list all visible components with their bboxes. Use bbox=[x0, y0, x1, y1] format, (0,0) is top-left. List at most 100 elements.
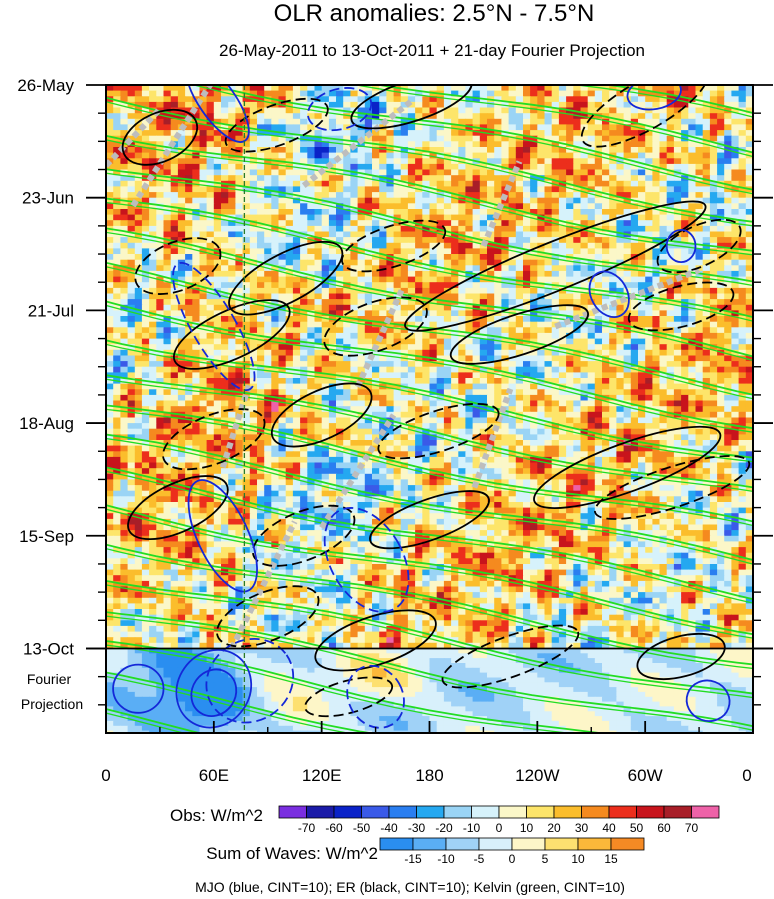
heatmap-cell bbox=[422, 242, 431, 249]
heatmap-cell bbox=[379, 378, 387, 385]
heatmap-cell bbox=[709, 147, 718, 154]
heatmap-cell bbox=[314, 304, 323, 311]
heatmap-cell bbox=[537, 141, 546, 148]
heatmap-cell bbox=[127, 248, 136, 255]
heatmap-cell bbox=[422, 96, 431, 103]
heatmap-cell bbox=[407, 394, 416, 402]
heatmap-cell bbox=[630, 389, 639, 396]
heatmap-cell bbox=[249, 214, 258, 221]
heatmap-cell bbox=[558, 231, 567, 238]
heatmap-cell bbox=[328, 225, 337, 233]
heatmap-cell bbox=[415, 394, 423, 402]
heatmap-cell bbox=[566, 130, 574, 137]
heatmap-cell bbox=[458, 248, 467, 255]
heatmap-cell bbox=[422, 113, 431, 120]
heatmap-cell bbox=[113, 242, 121, 249]
heatmap-cell bbox=[731, 299, 740, 306]
heatmap-cell bbox=[558, 203, 567, 210]
heatmap-cell bbox=[336, 355, 344, 362]
heatmap-cell bbox=[594, 254, 603, 261]
heatmap-cell bbox=[185, 107, 193, 114]
heatmap-cell bbox=[249, 135, 258, 142]
heatmap-cell bbox=[443, 107, 452, 114]
heatmap-cell bbox=[235, 366, 244, 373]
heatmap-cell bbox=[515, 209, 524, 216]
heatmap-cell bbox=[724, 332, 732, 340]
heatmap-cell bbox=[314, 259, 323, 266]
heatmap-cell bbox=[379, 214, 387, 221]
heatmap-cell bbox=[443, 192, 452, 199]
heatmap-cell bbox=[400, 152, 409, 159]
heatmap-cell bbox=[163, 175, 172, 182]
heatmap-cell bbox=[206, 338, 215, 345]
heatmap-cell bbox=[120, 299, 129, 306]
heatmap-cell bbox=[213, 316, 222, 323]
heatmap-cell bbox=[192, 192, 201, 199]
heatmap-cell bbox=[350, 372, 359, 379]
heatmap-cell bbox=[400, 192, 409, 199]
heatmap-cell bbox=[724, 141, 732, 148]
heatmap-cell bbox=[709, 231, 718, 238]
heatmap-cell bbox=[350, 163, 359, 171]
heatmap-cell bbox=[407, 344, 416, 351]
heatmap-cell bbox=[206, 349, 215, 356]
heatmap-cell bbox=[623, 270, 632, 278]
heatmap-cell bbox=[745, 237, 753, 244]
heatmap-cell bbox=[285, 85, 294, 92]
heatmap-cell bbox=[141, 299, 150, 306]
heatmap-cell bbox=[472, 304, 481, 311]
heatmap-cell bbox=[415, 90, 423, 97]
heatmap-cell bbox=[264, 248, 272, 255]
heatmap-cell bbox=[537, 225, 546, 233]
heatmap-cell bbox=[127, 287, 136, 295]
heatmap-cell bbox=[163, 192, 172, 199]
heatmap-cell bbox=[638, 197, 646, 204]
heatmap-cell bbox=[429, 135, 438, 142]
heatmap-cell bbox=[336, 96, 344, 103]
heatmap-cell bbox=[745, 372, 753, 379]
heatmap-cell bbox=[357, 203, 366, 210]
heatmap-cell bbox=[508, 85, 517, 92]
heatmap-cell bbox=[472, 389, 481, 396]
heatmap-cell bbox=[300, 175, 308, 182]
heatmap-cell bbox=[724, 287, 732, 295]
heatmap-cell bbox=[300, 344, 308, 351]
heatmap-cell bbox=[673, 101, 682, 109]
heatmap-cell bbox=[328, 231, 337, 238]
heatmap-cell bbox=[264, 203, 272, 210]
heatmap-cell bbox=[616, 310, 625, 317]
heatmap-cell bbox=[170, 310, 179, 317]
heatmap-cell bbox=[314, 203, 323, 210]
heatmap-cell bbox=[300, 299, 308, 306]
heatmap-cell bbox=[134, 237, 143, 244]
heatmap-cell bbox=[149, 299, 157, 306]
heatmap-cell bbox=[242, 107, 251, 114]
heatmap-cell bbox=[228, 248, 236, 255]
heatmap-cell bbox=[594, 361, 603, 368]
heatmap-cell bbox=[379, 242, 387, 249]
heatmap-cell bbox=[458, 304, 467, 311]
heatmap-cell bbox=[530, 169, 538, 176]
heatmap-cell bbox=[300, 321, 308, 328]
heatmap-cell bbox=[264, 209, 272, 216]
heatmap-cell bbox=[372, 192, 380, 199]
heatmap-cell bbox=[407, 237, 416, 244]
heatmap-cell bbox=[141, 248, 150, 255]
heatmap-cell bbox=[400, 163, 409, 171]
heatmap-cell bbox=[257, 158, 265, 165]
heatmap-cell bbox=[515, 321, 524, 328]
heatmap-cell bbox=[199, 293, 208, 300]
heatmap-cell bbox=[443, 304, 452, 311]
heatmap-cell bbox=[278, 248, 287, 255]
heatmap-cell bbox=[249, 180, 258, 187]
heatmap-cell bbox=[659, 158, 668, 165]
heatmap-cell bbox=[551, 192, 560, 199]
heatmap-cell bbox=[127, 383, 136, 390]
heatmap-cell bbox=[393, 332, 402, 340]
heatmap-cell bbox=[695, 287, 704, 295]
heatmap-cell bbox=[666, 220, 675, 227]
heatmap-cell bbox=[566, 124, 574, 131]
heatmap-cell bbox=[343, 225, 351, 233]
heatmap-cell bbox=[213, 265, 222, 272]
heatmap-cell bbox=[192, 265, 201, 272]
